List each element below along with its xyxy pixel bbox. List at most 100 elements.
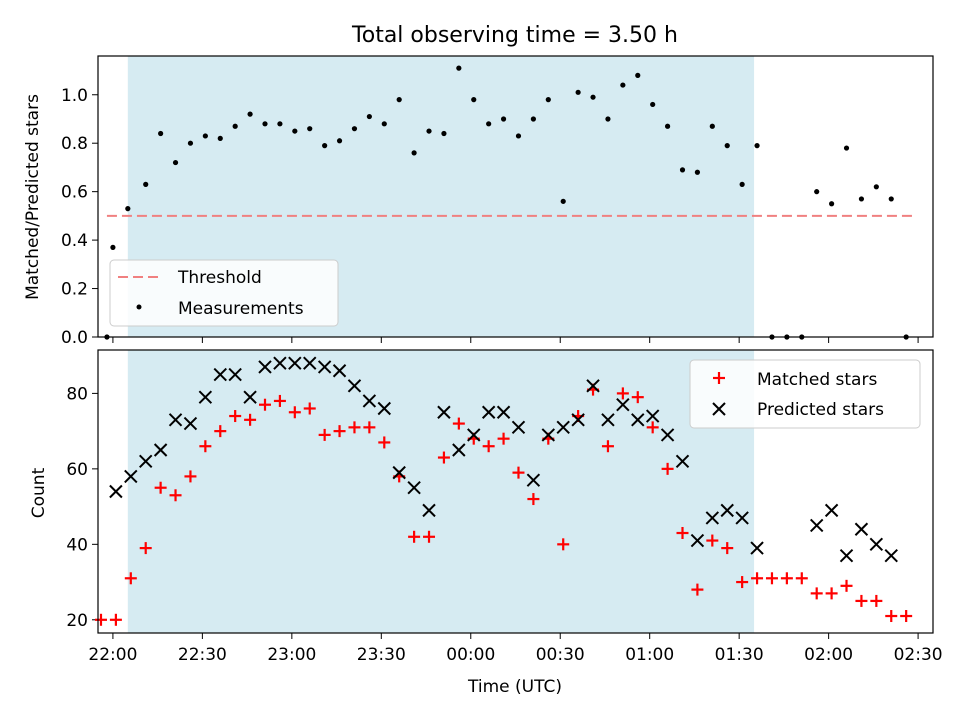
matched-star-point bbox=[109, 613, 122, 626]
predicted-star-point bbox=[153, 443, 168, 457]
matched-star-point bbox=[631, 391, 644, 404]
predicted-star-point bbox=[541, 428, 556, 442]
measurement-point bbox=[829, 201, 835, 207]
predicted-star-point bbox=[884, 548, 898, 563]
matched-star-point bbox=[154, 481, 167, 494]
measurement-point bbox=[322, 143, 328, 149]
bottom-shaded-interval bbox=[127, 350, 755, 633]
predicted-star-point bbox=[645, 409, 660, 423]
matched-star-point bbox=[199, 440, 212, 453]
predicted-star-point bbox=[705, 511, 720, 525]
matched-star-point bbox=[378, 436, 391, 449]
x-tick-label: 22:30 bbox=[178, 645, 227, 665]
predicted-star-point bbox=[452, 443, 466, 457]
matched-star-point bbox=[512, 466, 525, 479]
matched-star-point bbox=[721, 542, 734, 555]
matched-star-point bbox=[288, 406, 301, 419]
bottom-y-label: Count bbox=[29, 467, 49, 518]
predicted-star-point bbox=[839, 548, 854, 563]
measurement-point bbox=[575, 89, 581, 95]
legend-predicted-swatch bbox=[712, 402, 726, 416]
measurement-point bbox=[396, 97, 402, 103]
predicted-star-point bbox=[631, 413, 645, 427]
bottom-x-label: Time (UTC) bbox=[467, 677, 562, 697]
predicted-star-point bbox=[243, 390, 257, 404]
x-tick-label: 23:00 bbox=[267, 645, 316, 665]
matched-star-point bbox=[333, 425, 346, 438]
matched-star-point bbox=[214, 425, 227, 438]
matched-star-point bbox=[780, 572, 793, 585]
y-tick-label: 60 bbox=[66, 460, 88, 480]
measurement-point bbox=[366, 113, 372, 120]
top-y-label: Matched/Predicted stars bbox=[23, 94, 43, 300]
matched-star-point bbox=[527, 493, 540, 506]
predicted-star-point bbox=[407, 481, 421, 495]
measurement-point bbox=[679, 167, 686, 173]
predicted-star-point bbox=[496, 405, 511, 419]
x-tick-label: 22:00 bbox=[88, 645, 137, 665]
measurement-point bbox=[635, 72, 641, 78]
predicted-star-point bbox=[437, 405, 451, 419]
measurement-point bbox=[307, 126, 313, 132]
measurement-point bbox=[202, 133, 208, 139]
predicted-star-point bbox=[422, 503, 436, 518]
predicted-star-point bbox=[571, 413, 585, 427]
predicted-star-point bbox=[854, 522, 869, 536]
predicted-star-point bbox=[526, 473, 541, 487]
measurement-point bbox=[158, 130, 164, 137]
x-tick-label: 02:00 bbox=[804, 645, 853, 665]
legend-predicted-label: Predicted stars bbox=[757, 400, 884, 420]
predicted-star-point bbox=[168, 413, 183, 427]
predicted-star-point bbox=[392, 465, 406, 480]
matched-star-point bbox=[706, 534, 719, 547]
predicted-star-point bbox=[824, 503, 839, 518]
top-legend: Threshold Measurements bbox=[109, 259, 339, 327]
matched-star-point bbox=[482, 440, 495, 453]
predicted-star-point bbox=[109, 484, 123, 499]
bottom-legend-box bbox=[689, 359, 921, 429]
measurement-point bbox=[590, 94, 596, 100]
measurement-point bbox=[411, 150, 417, 156]
predicted-star-point bbox=[869, 537, 884, 552]
matched-star-point bbox=[139, 542, 152, 555]
predicted-star-point bbox=[735, 511, 749, 525]
y-tick-label: 80 bbox=[66, 384, 88, 404]
x-tick-label: 23:30 bbox=[357, 645, 406, 665]
matched-star-point bbox=[244, 413, 257, 426]
top-legend-box bbox=[109, 259, 339, 327]
matched-star-point bbox=[736, 576, 749, 589]
matched-star-point bbox=[840, 579, 853, 592]
predicted-star-point bbox=[601, 413, 615, 427]
y-tick-label: 0.2 bbox=[61, 280, 88, 300]
legend-matched-swatch bbox=[713, 372, 725, 384]
matched-star-point bbox=[348, 421, 361, 434]
measurement-point bbox=[232, 123, 238, 129]
matched-star-point bbox=[661, 462, 674, 475]
predicted-star-point bbox=[720, 503, 734, 518]
measurement-point bbox=[262, 121, 268, 127]
matched-star-point bbox=[601, 440, 614, 453]
top-x-ticks bbox=[112, 337, 919, 343]
measurement-point bbox=[605, 116, 611, 122]
matched-star-point bbox=[259, 398, 271, 411]
y-tick-label: 0.6 bbox=[61, 183, 88, 203]
measurement-point bbox=[650, 101, 656, 108]
measurement-point bbox=[664, 123, 671, 129]
predicted-star-point bbox=[317, 360, 332, 374]
matched-star-point bbox=[646, 421, 659, 434]
measurement-point bbox=[441, 130, 447, 137]
predicted-star-point bbox=[183, 416, 198, 431]
predicted-star-point bbox=[467, 428, 481, 442]
measurement-points bbox=[104, 65, 909, 340]
chart-title: Total observing time = 3.50 h bbox=[351, 23, 678, 48]
measurement-point bbox=[292, 128, 298, 134]
predicted-star-point bbox=[288, 356, 302, 370]
predicted-star-point bbox=[511, 420, 526, 435]
x-tick-label: 01:00 bbox=[625, 645, 674, 665]
matched-star-point bbox=[900, 610, 913, 623]
measurement-point bbox=[694, 169, 701, 175]
measurement-point bbox=[515, 133, 522, 139]
predicted-star-point bbox=[660, 428, 675, 442]
legend-measurements-swatch bbox=[136, 304, 142, 310]
measurement-point bbox=[471, 97, 477, 103]
